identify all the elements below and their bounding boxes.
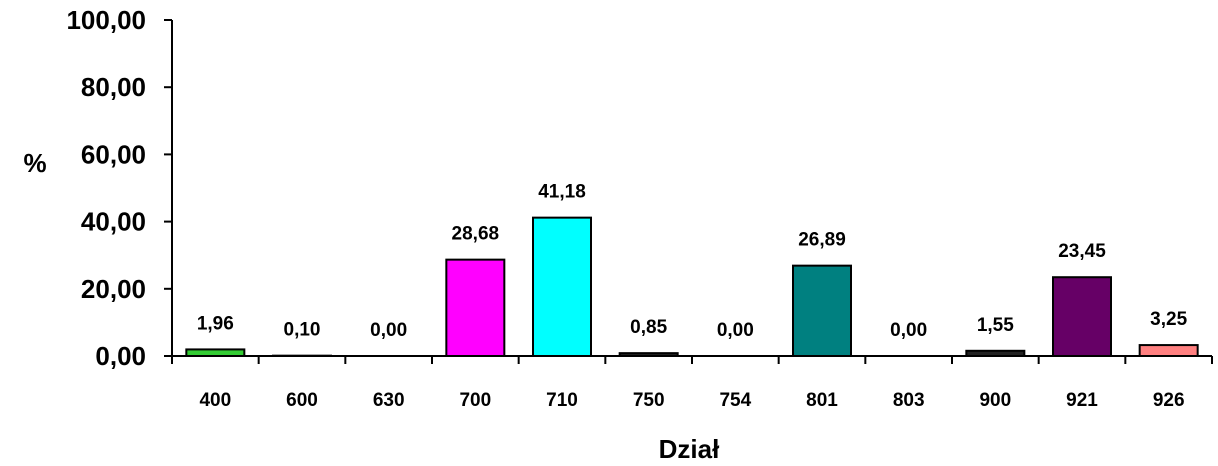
x-tick-label: 803 bbox=[893, 390, 925, 411]
data-label-803: 0,00 bbox=[890, 320, 927, 341]
data-labels-layer: 1,96 0,10 0,00 28,68 41,18 0,85 0,00 26,89 0,00 1… bbox=[197, 182, 1188, 341]
bar-926 bbox=[1138, 344, 1199, 357]
data-label-600: 0,10 bbox=[284, 320, 321, 341]
y-tick-label: 60,00 bbox=[81, 139, 146, 169]
x-tick-label: 400 bbox=[199, 390, 231, 411]
x-axis-title: Dział bbox=[659, 434, 720, 464]
data-label-700: 28,68 bbox=[452, 224, 500, 245]
x-tick-label: 801 bbox=[806, 390, 838, 411]
x-tick-label: 921 bbox=[1066, 390, 1098, 411]
x-tick-label: 700 bbox=[459, 390, 491, 411]
x-tick-label: 900 bbox=[979, 390, 1011, 411]
x-tick-label: 926 bbox=[1153, 390, 1185, 411]
y-tick-label: 80,00 bbox=[81, 72, 146, 102]
data-label-921: 23,45 bbox=[1058, 241, 1106, 262]
y-ticks-layer: 0,00 20,00 40,00 60,00 80,00 100,00 bbox=[66, 5, 172, 371]
x-tick-label: 630 bbox=[373, 390, 405, 411]
y-tick-label: 100,00 bbox=[66, 5, 146, 35]
bars-layer bbox=[185, 216, 1199, 358]
x-tick-label: 750 bbox=[633, 390, 665, 411]
x-tick-label: 754 bbox=[719, 390, 751, 411]
y-tick-label: 0,00 bbox=[95, 341, 146, 371]
bar-710 bbox=[532, 216, 592, 357]
x-tick-label: 600 bbox=[286, 390, 318, 411]
y-tick-label: 20,00 bbox=[81, 274, 146, 304]
data-label-710: 41,18 bbox=[538, 182, 586, 203]
bar-801 bbox=[792, 264, 852, 357]
data-label-750: 0,85 bbox=[630, 317, 667, 338]
x-ticks-layer: 400 600 630 700 710 750 754 801 803 900 921 926 bbox=[171, 356, 1213, 411]
data-label-900: 1,55 bbox=[977, 315, 1014, 336]
data-label-926: 3,25 bbox=[1150, 309, 1187, 330]
data-label-801: 26,89 bbox=[798, 230, 846, 251]
bar-700 bbox=[445, 258, 506, 357]
y-axis-title: % bbox=[23, 148, 46, 178]
x-tick-label: 710 bbox=[546, 390, 578, 411]
data-label-630: 0,00 bbox=[370, 320, 407, 341]
y-tick-label: 40,00 bbox=[81, 207, 146, 237]
bar-921 bbox=[1052, 276, 1112, 358]
data-label-400: 1,96 bbox=[197, 313, 234, 334]
data-label-754: 0,00 bbox=[717, 320, 754, 341]
